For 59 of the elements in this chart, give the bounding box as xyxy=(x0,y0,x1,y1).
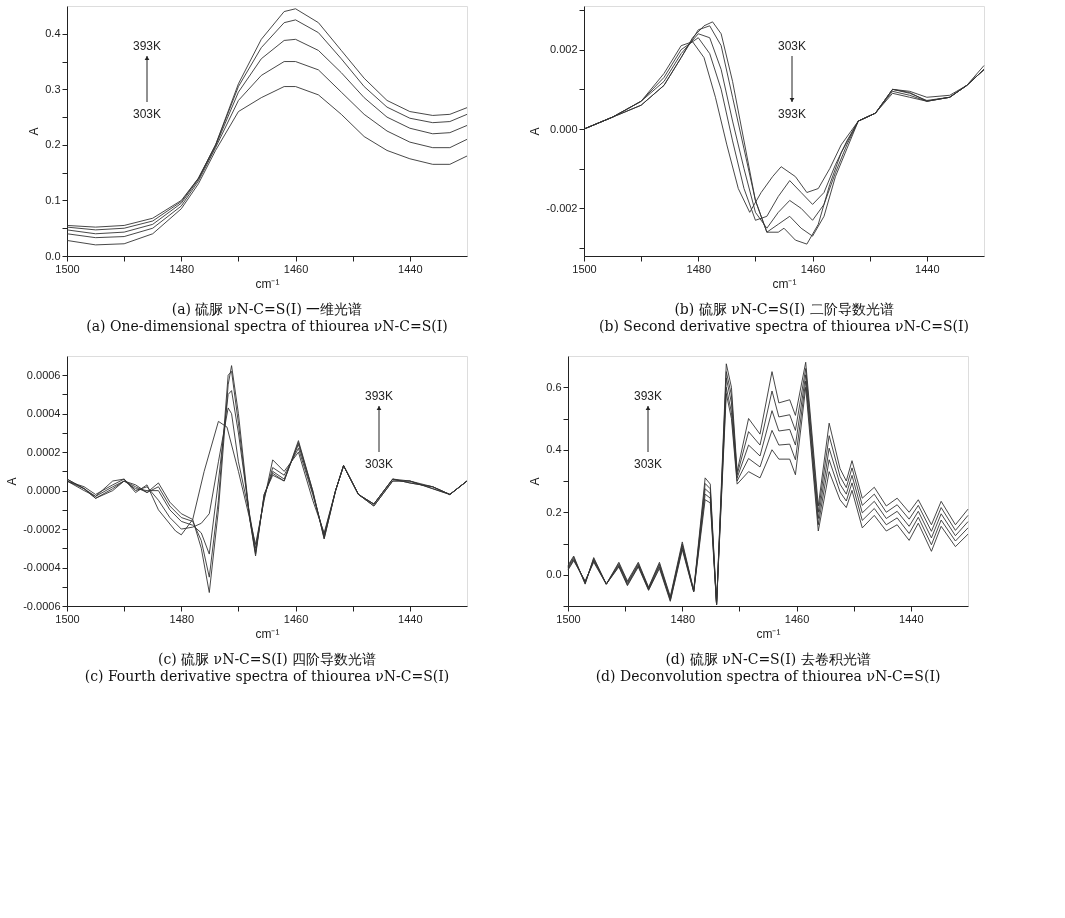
y-tick-label: 0.0 xyxy=(546,568,562,581)
y-tick-label: -0.0006 xyxy=(23,599,61,612)
x-tick-label: 1440 xyxy=(899,612,924,625)
y-tick-label: 0.0004 xyxy=(26,407,61,420)
annotation: 393K xyxy=(132,39,162,53)
x-tick-label: 1500 xyxy=(556,612,581,625)
text: (d) 硫脲 νN-C=S(I) 去卷积光谱 xyxy=(665,651,871,667)
x-tick-label: 1440 xyxy=(398,262,423,275)
x-tick-label: 1440 xyxy=(398,612,423,625)
text: (c) 硫脲 νN-C=S(I) 四阶导数光谱 xyxy=(157,651,377,667)
x-tick-label: 1500 xyxy=(55,612,80,625)
y-tick-label: 0.3 xyxy=(45,82,61,95)
y-tick-label: 0.0 xyxy=(45,249,61,262)
x-tick-label: 1500 xyxy=(55,262,80,275)
x-tick-label: 1440 xyxy=(915,262,940,275)
y-tick-label: -0.0002 xyxy=(23,522,61,535)
text: (c) Fourth derivative spectra of thiourea νN-C=S(I) xyxy=(84,668,450,684)
text: (b) 硫脲 νN-C=S(I) 二阶导数光谱 xyxy=(674,301,894,317)
annotation: 303K xyxy=(132,107,162,121)
annotation: 303K xyxy=(364,457,394,471)
x-axis-title: cm⁻¹ xyxy=(255,626,280,641)
y-tick-label: 0.000 xyxy=(549,122,578,135)
y-tick-label: -0.0004 xyxy=(23,561,61,574)
x-tick-label: 1460 xyxy=(283,612,309,625)
y-tick-label: 0.0006 xyxy=(26,368,61,381)
annotation: 393K xyxy=(364,389,394,403)
x-axis-title: cm⁻¹ xyxy=(756,626,781,641)
y-axis-title: A xyxy=(528,477,543,486)
x-tick-label: 1460 xyxy=(283,262,309,275)
x-axis-title: cm⁻¹ xyxy=(772,276,797,291)
x-tick-label: 1500 xyxy=(572,262,597,275)
annotation: 303K xyxy=(633,457,663,471)
y-tick-label: 0.0000 xyxy=(26,484,61,497)
text: (a) 硫脲 νN-C=S(I) 一维光谱 xyxy=(171,301,363,317)
x-tick-label: 1480 xyxy=(169,612,195,625)
annotation: 393K xyxy=(777,107,807,121)
x-axis-title: cm⁻¹ xyxy=(255,276,280,291)
y-tick-label: 0.2 xyxy=(546,505,562,518)
y-axis-title: A xyxy=(27,127,42,136)
text: (d) Deconvolution spectra of thiourea νN-C=S(I) xyxy=(595,668,941,684)
y-tick-label: 0.6 xyxy=(546,380,562,393)
y-tick-label: 0.0002 xyxy=(26,445,61,458)
annotation: 393K xyxy=(633,389,663,403)
y-tick-label: 0.2 xyxy=(45,138,61,151)
y-tick-label: 0.002 xyxy=(549,43,578,56)
y-axis-title: A xyxy=(528,127,543,136)
x-tick-label: 1480 xyxy=(686,262,712,275)
x-tick-label: 1460 xyxy=(800,262,826,275)
y-tick-label: -0.002 xyxy=(546,201,578,214)
text: (a) One-dimensional spectra of thiourea νN-C=S(I) xyxy=(86,318,448,334)
y-tick-label: 0.1 xyxy=(45,193,61,206)
y-tick-label: 0.4 xyxy=(546,443,562,456)
annotation: 303K xyxy=(777,39,807,53)
x-tick-label: 1460 xyxy=(784,612,810,625)
y-axis-title: A xyxy=(5,477,20,486)
x-tick-label: 1480 xyxy=(670,612,696,625)
text: (b) Second derivative spectra of thiourea νN-C=S(I) xyxy=(598,318,970,334)
x-tick-label: 1480 xyxy=(169,262,195,275)
y-tick-label: 0.4 xyxy=(45,27,61,40)
